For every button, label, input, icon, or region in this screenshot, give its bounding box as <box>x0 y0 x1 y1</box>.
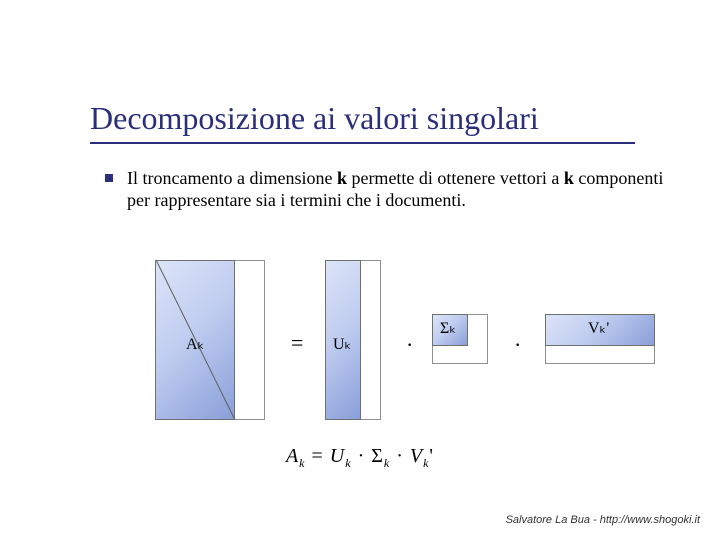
f-eq: = <box>306 445 330 467</box>
dot-operator-1: · <box>406 332 413 358</box>
footer-credit: Salvatore La Bua - http://www.shogoki.it <box>506 514 700 526</box>
bullet-item: Il troncamento a dimensione k permette d… <box>105 167 665 211</box>
dot-operator-2: · <box>514 332 521 358</box>
matrix-u-inner <box>325 260 361 420</box>
equals-sign: = <box>291 330 303 356</box>
bullet-mid: permette di ottenere vettori a <box>347 168 564 188</box>
bullet-text: Il troncamento a dimensione k permette d… <box>127 167 665 211</box>
f-dot1: · <box>352 445 372 467</box>
f-V: V <box>410 445 423 467</box>
f-U: U <box>330 445 345 467</box>
slide-root: Decomposizione ai valori singolari Il tr… <box>0 0 720 540</box>
bullet-k2: k <box>564 168 574 188</box>
matrix-a-inner <box>155 260 235 420</box>
bullet-marker <box>105 174 113 182</box>
f-A: A <box>286 445 299 467</box>
slide-title: Decomposizione ai valori singolari <box>90 100 539 137</box>
svd-diagram: Aₖ = Uₖ · Σₖ · Vₖ' <box>0 260 720 460</box>
f-prime: ' <box>429 445 434 467</box>
matrix-a-diagonal <box>156 261 235 419</box>
title-underline <box>90 142 635 144</box>
bullet-prefix: Il troncamento a dimensione <box>127 168 337 188</box>
f-dot2: · <box>390 445 410 467</box>
bullet-k1: k <box>337 168 347 188</box>
matrix-sigma-inner <box>432 314 468 346</box>
matrix-v-inner <box>545 314 655 346</box>
f-Sigma: Σ <box>371 445 384 467</box>
svd-formula: Ak = Uk · Σk · Vk' <box>0 445 720 471</box>
